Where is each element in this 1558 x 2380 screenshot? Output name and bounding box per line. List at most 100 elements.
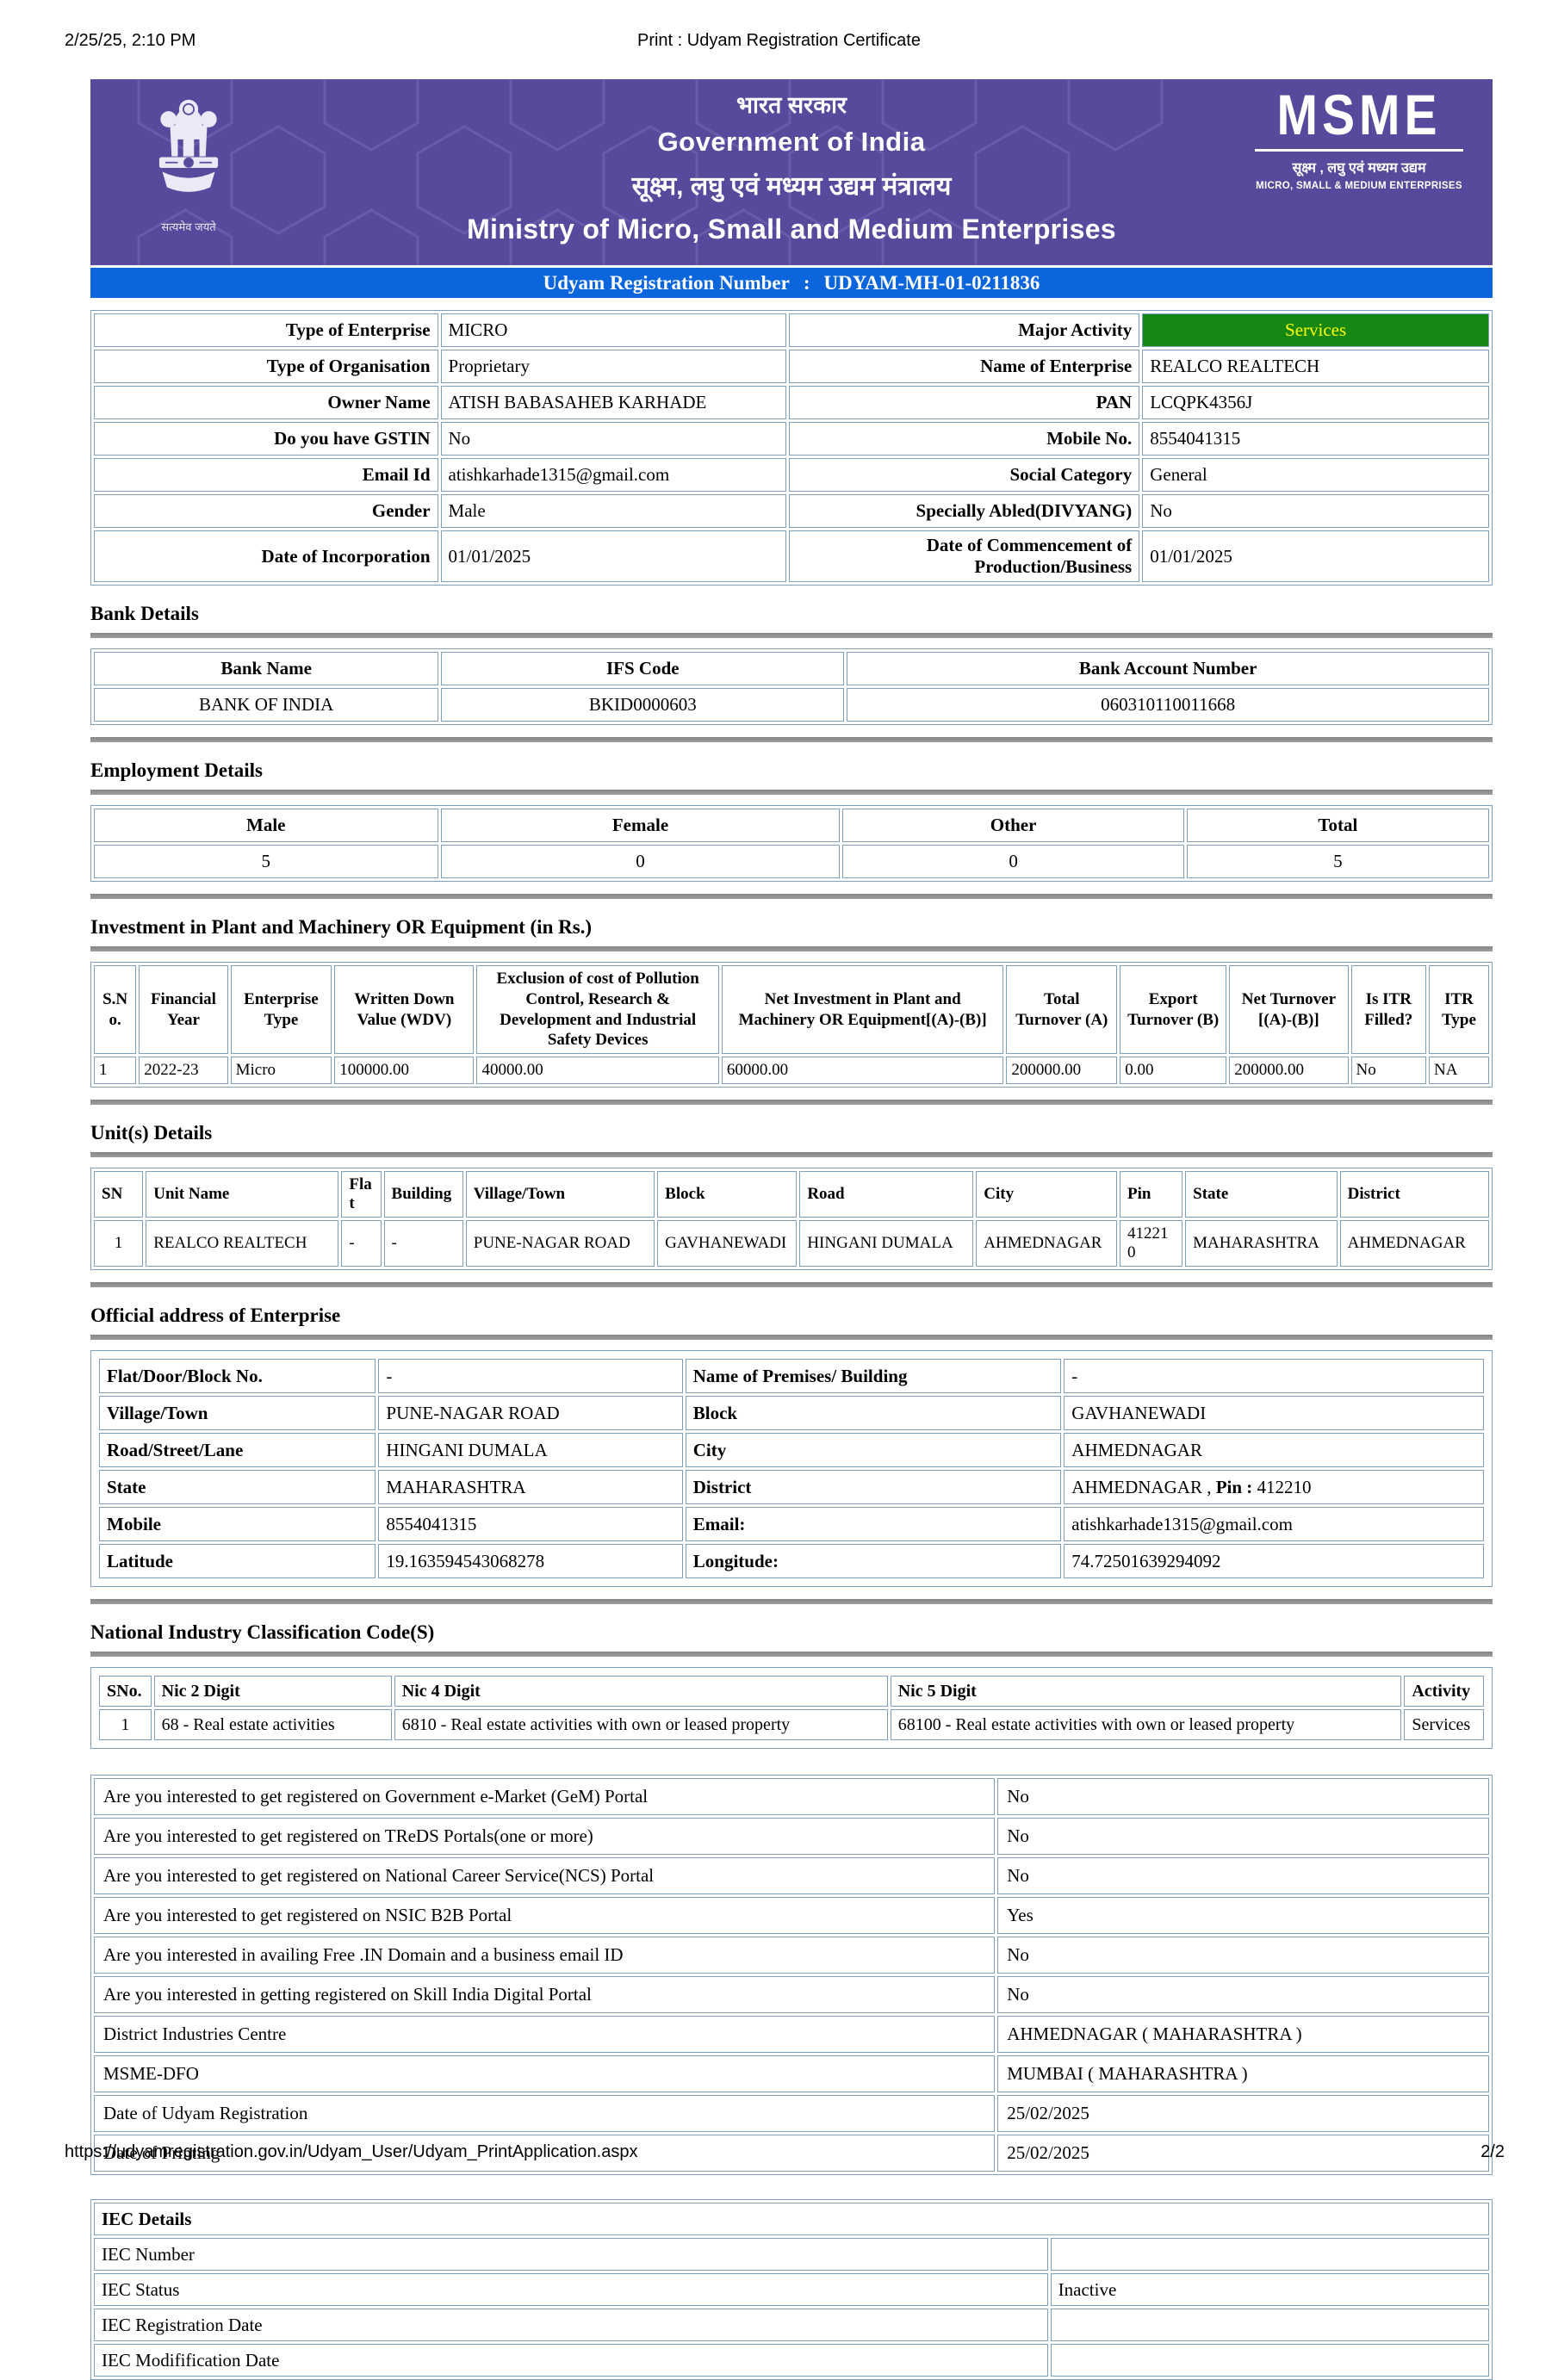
section-divider xyxy=(90,633,1493,638)
data-cell: 0 xyxy=(842,845,1184,878)
district-value: AHMEDNAGAR , xyxy=(1071,1476,1216,1497)
value-cell: MAHARASHTRA xyxy=(378,1470,683,1504)
label-cell: Email Id xyxy=(94,458,438,492)
answer-cell: No xyxy=(997,1818,1489,1855)
label-cell: Social Category xyxy=(788,458,1140,492)
header-cell: State xyxy=(1185,1171,1338,1218)
value-cell: 01/01/2025 xyxy=(1142,530,1489,582)
header-cell: Enterprise Type xyxy=(230,965,332,1054)
value-cell: GAVHANEWADI xyxy=(1064,1396,1484,1430)
data-cell: 60000.00 xyxy=(721,1057,1004,1084)
label-cell: Date of Commencement of Production/Busin… xyxy=(788,530,1140,582)
nic-heading: National Industry Classification Code(S) xyxy=(90,1621,435,1643)
label-cell: Owner Name xyxy=(94,386,438,419)
header-cell: Bank Account Number xyxy=(847,652,1489,685)
data-cell: BKID0000603 xyxy=(441,688,845,722)
value-cell: Proprietary xyxy=(440,350,786,383)
value-cell: AHMEDNAGAR , Pin : 412210 xyxy=(1064,1470,1484,1504)
print-datetime: 2/25/25, 2:10 PM xyxy=(65,31,196,50)
section-divider xyxy=(90,1599,1493,1604)
banner-hindi-ministry: सूक्ष्म, लघु एवं मध्यम उद्यम मंत्रालय xyxy=(631,172,952,201)
honeycomb-pattern xyxy=(137,79,1164,265)
data-cell: BANK OF INDIA xyxy=(94,688,439,722)
data-cell: MAHARASHTRA xyxy=(1185,1220,1338,1267)
question-cell: Are you interested in getting registered… xyxy=(94,1976,996,2013)
section-divider xyxy=(90,946,1493,951)
header-cell: District xyxy=(1339,1171,1489,1218)
question-cell: Are you interested to get registered on … xyxy=(94,1897,996,1934)
answer-cell: No xyxy=(997,1976,1489,2013)
data-cell: AHMEDNAGAR xyxy=(976,1220,1118,1267)
data-cell: 100000.00 xyxy=(334,1057,475,1084)
data-cell: AHMEDNAGAR xyxy=(1339,1220,1489,1267)
header-cell: Total Turnover (A) xyxy=(1006,965,1118,1054)
question-cell: Are you interested to get registered on … xyxy=(94,1778,996,1815)
header-cell: Flat xyxy=(341,1171,382,1218)
nic-table: SNo. Nic 2 Digit Nic 4 Digit Nic 5 Digit… xyxy=(96,1673,1487,1743)
bank-details-heading: Bank Details xyxy=(90,603,199,624)
header-cell: Net Turnover [(A)-(B)] xyxy=(1229,965,1349,1054)
header-cell: Activity xyxy=(1404,1676,1484,1707)
print-page-number: 2/2 xyxy=(1480,2142,1505,2161)
header-cell: ITR Type xyxy=(1428,965,1489,1054)
value-cell: LCQPK4356J xyxy=(1142,386,1489,419)
label-cell: Mobile xyxy=(99,1507,376,1541)
data-cell: 0.00 xyxy=(1120,1057,1227,1084)
emblem-of-india: सत्यमेव जयते xyxy=(140,93,237,234)
units-details-heading: Unit(s) Details xyxy=(90,1122,213,1144)
value-cell: 8554041315 xyxy=(378,1507,683,1541)
label-cell: Type of Organisation xyxy=(94,350,438,383)
data-cell: HINGANI DUMALA xyxy=(799,1220,974,1267)
employment-details-table: Male Female Other Total 5 0 0 5 xyxy=(90,805,1493,882)
label-cell: Mobile No. xyxy=(788,422,1140,456)
data-cell: 1 xyxy=(94,1220,144,1267)
question-cell: Are you interested to get registered on … xyxy=(94,1818,996,1855)
data-cell: 68 - Real estate activities xyxy=(153,1709,392,1740)
label-cell: Road/Street/Lane xyxy=(99,1433,376,1467)
units-details-table: SN Unit Name Flat Building Village/Town … xyxy=(90,1168,1493,1270)
value-cell: REALCO REALTECH xyxy=(1142,350,1489,383)
header-cell: Financial Year xyxy=(139,965,228,1054)
label-cell: City xyxy=(685,1433,1062,1467)
answer-cell: MUMBAI ( MAHARASHTRA ) xyxy=(997,2055,1489,2092)
major-activity-value-cell: Services xyxy=(1142,313,1489,347)
official-address-heading: Official address of Enterprise xyxy=(90,1305,341,1326)
section-divider xyxy=(90,894,1493,899)
pin-label: Pin : xyxy=(1215,1476,1253,1497)
official-address-box: Flat/Door/Block No. - Name of Premises/ … xyxy=(90,1350,1493,1587)
print-header: 2/25/25, 2:10 PM Print : Udyam Registrat… xyxy=(65,31,1493,53)
data-cell: - xyxy=(341,1220,382,1267)
value-cell: Male xyxy=(440,494,786,528)
label-cell: Name of Premises/ Building xyxy=(685,1359,1062,1393)
label-cell: IEC Modifification Date xyxy=(94,2344,1048,2377)
data-cell: NA xyxy=(1428,1057,1489,1084)
label-cell: Latitude xyxy=(99,1544,376,1578)
label-cell: IEC Number xyxy=(94,2238,1048,2271)
value-cell: atishkarhade1315@gmail.com xyxy=(440,458,786,492)
header-cell: Unit Name xyxy=(146,1171,339,1218)
data-cell: No xyxy=(1350,1057,1426,1084)
question-cell: Date of Printing xyxy=(94,2135,996,2172)
section-divider xyxy=(90,1282,1493,1287)
data-cell: 060310110011668 xyxy=(847,688,1489,722)
data-cell: PUNE-NAGAR ROAD xyxy=(465,1220,655,1267)
msme-logo: MSME सूक्ष्म , लघु एवं मध्यम उद्यम MICRO… xyxy=(1246,87,1472,191)
msme-logo-hindi: सूक्ष्म , लघु एवं मध्यम उद्यम xyxy=(1292,161,1426,176)
header-cell: Pin xyxy=(1120,1171,1183,1218)
nic-box: SNo. Nic 2 Digit Nic 4 Digit Nic 5 Digit… xyxy=(90,1667,1493,1749)
pin-value: 412210 xyxy=(1252,1476,1312,1497)
header-cell: Female xyxy=(440,809,841,842)
data-cell: 0 xyxy=(440,845,841,878)
banner-government-of-india: Government of India xyxy=(657,127,926,157)
header-cell: Other xyxy=(842,809,1184,842)
header-cell: Written Down Value (WDV) xyxy=(334,965,475,1054)
registration-number-label: Udyam Registration Number xyxy=(543,271,790,294)
value-cell: ATISH BABASAHEB KARHADE xyxy=(440,386,786,419)
label-cell: Specially Abled(DIVYANG) xyxy=(788,494,1140,528)
header-cell: Building xyxy=(383,1171,463,1218)
banner-titles: भारत सरकार Government of India सूक्ष्म, … xyxy=(357,88,1226,245)
data-cell: 200000.00 xyxy=(1229,1057,1349,1084)
data-cell: 40000.00 xyxy=(476,1057,719,1084)
header-cell: Nic 4 Digit xyxy=(394,1676,888,1707)
registration-number-bar: Udyam Registration Number : UDYAM-MH-01-… xyxy=(90,268,1493,298)
